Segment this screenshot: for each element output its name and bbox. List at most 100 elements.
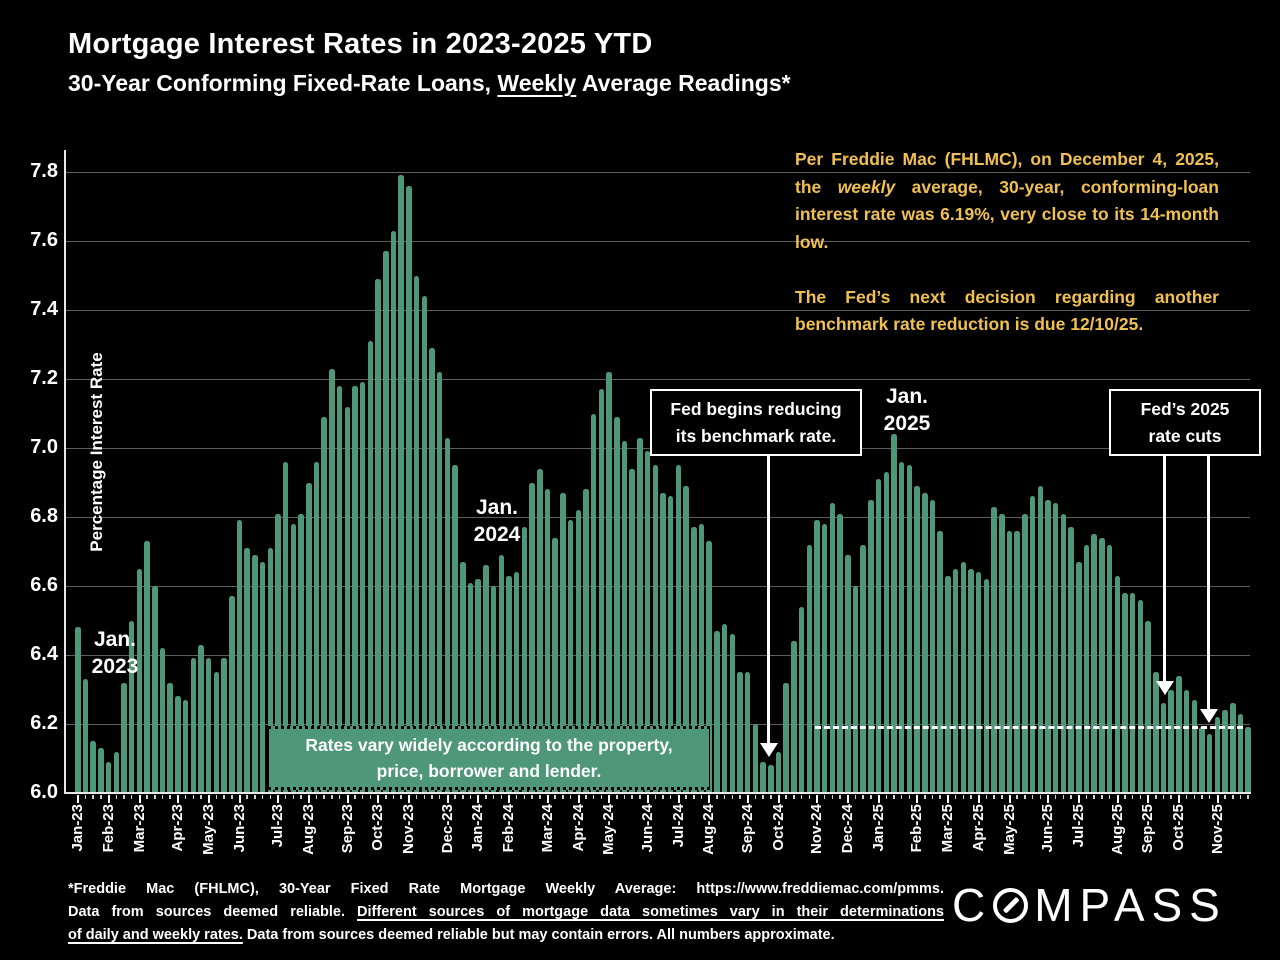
jan-2025-line1: Jan.	[885, 385, 929, 408]
week-tick	[1247, 795, 1249, 799]
week-tick	[793, 795, 795, 799]
x-tick-label: Feb-24	[500, 804, 518, 853]
month-tick	[138, 795, 141, 803]
bar	[768, 765, 774, 793]
week-tick	[823, 795, 826, 799]
bar	[352, 385, 358, 793]
bar	[891, 434, 897, 793]
bar	[1237, 713, 1244, 793]
week-tick	[154, 795, 156, 799]
jan-2023-line1: Jan.	[93, 628, 137, 651]
month-tick	[1116, 795, 1119, 803]
month-tick	[508, 795, 511, 803]
bar	[1099, 537, 1105, 793]
week-tick	[1085, 795, 1088, 799]
week-tick	[862, 795, 864, 799]
bar	[798, 606, 805, 793]
week-tick	[731, 795, 733, 799]
bar	[1199, 727, 1205, 793]
week-tick	[254, 795, 256, 799]
subtitle-underlined-word: Weekly	[497, 70, 577, 96]
x-tick-label: May-25	[1000, 804, 1018, 855]
week-tick	[631, 795, 633, 799]
week-tick	[870, 795, 872, 799]
x-tick-label: Sep-23	[338, 804, 356, 854]
bar	[875, 479, 882, 793]
bar	[544, 489, 551, 793]
bar	[190, 658, 196, 793]
bar	[660, 492, 666, 793]
rates-vary-line1: Rates vary widely according to the prope…	[305, 734, 673, 755]
week-tick	[485, 795, 487, 799]
week-tick	[1139, 795, 1142, 799]
bar	[467, 582, 474, 793]
y-tick-label: 7.2	[30, 367, 58, 389]
bar	[483, 565, 489, 793]
week-tick	[215, 795, 218, 799]
page-title: Mortgage Interest Rates in 2023-2025 YTD	[68, 28, 653, 60]
month-tick	[577, 795, 580, 803]
week-tick	[100, 795, 102, 799]
week-tick	[1101, 795, 1103, 799]
rate-cut-1-arrowhead	[1156, 681, 1174, 695]
bar	[329, 368, 335, 793]
rates-vary-line2: price, borrower and lender.	[376, 761, 602, 781]
x-tick-label: Nov-24	[808, 804, 826, 855]
bar	[236, 520, 243, 793]
bar	[167, 682, 173, 793]
week-tick	[1224, 795, 1226, 799]
bar	[375, 278, 381, 793]
bar	[1160, 703, 1167, 793]
week-tick	[261, 795, 264, 799]
bar	[1153, 672, 1159, 793]
compass-needle-icon	[1002, 896, 1020, 914]
bar	[298, 513, 304, 793]
week-tick	[562, 795, 564, 799]
month-tick	[847, 795, 849, 803]
bar	[1137, 599, 1144, 793]
month-tick	[746, 795, 749, 803]
footnote-line2: Data from sources deemed reliable. Diffe…	[68, 901, 944, 924]
week-tick	[331, 795, 333, 799]
bar	[914, 485, 920, 793]
bar	[614, 416, 620, 793]
footnote-line2-underlined: Different sources of mortgage data somet…	[357, 904, 944, 920]
bar	[359, 382, 366, 793]
week-tick	[246, 795, 248, 799]
bar	[383, 251, 389, 793]
week-tick	[200, 795, 202, 799]
week-tick	[762, 795, 764, 799]
week-tick	[146, 795, 148, 799]
fed-2025-rate-cuts-callout-box: Fed’s 2025 rate cuts	[1109, 389, 1261, 456]
week-tick	[392, 795, 395, 799]
week-tick	[223, 795, 225, 799]
week-tick	[1239, 795, 1242, 799]
week-tick	[685, 795, 687, 799]
bar	[221, 658, 227, 793]
week-tick	[639, 795, 641, 799]
x-tick-label: Apr-23	[169, 804, 187, 852]
week-tick	[993, 795, 995, 799]
bar	[1068, 527, 1074, 793]
rate-cut-2-arrowhead	[1200, 709, 1218, 723]
bar	[398, 175, 404, 793]
week-tick	[415, 795, 418, 799]
week-tick	[654, 795, 656, 799]
month-tick	[1047, 795, 1050, 803]
x-tick-label: Sep-25	[1139, 804, 1157, 854]
week-tick	[1208, 795, 1211, 799]
week-tick	[662, 795, 664, 799]
bar	[1206, 734, 1213, 793]
footnote-line3-underlined: of daily and weekly rates.	[68, 927, 243, 943]
page-subtitle: 30-Year Conforming Fixed-Rate Loans, Wee…	[68, 70, 791, 97]
week-tick	[1039, 795, 1041, 799]
jan-2025-line2: 2025	[883, 411, 931, 435]
x-tick-label: Aug-23	[300, 804, 317, 855]
jan-2024-label: Jan. 2024	[462, 495, 532, 549]
y-tick-label: 6.4	[30, 643, 58, 665]
week-tick	[700, 795, 703, 799]
bar	[860, 544, 866, 793]
bar	[1191, 699, 1197, 793]
week-tick	[962, 795, 964, 799]
bar	[198, 644, 204, 793]
